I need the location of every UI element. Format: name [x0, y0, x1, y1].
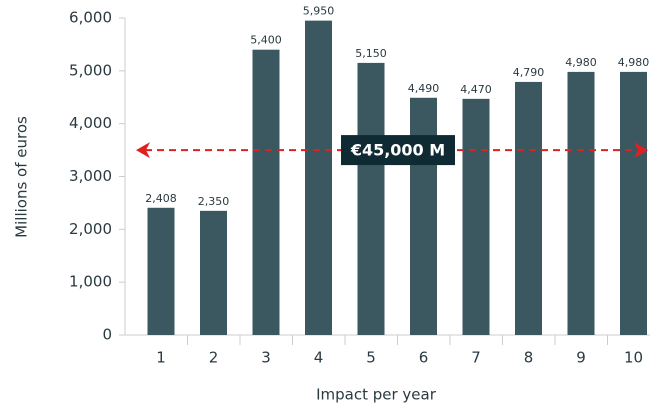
- x-tick-label: 2: [209, 349, 219, 367]
- y-tick-label: 3,000: [69, 167, 112, 185]
- annotation-box: [341, 135, 455, 166]
- y-tick-label: 5,000: [69, 61, 112, 79]
- value-label: 4,490: [408, 82, 440, 95]
- value-label: 4,790: [513, 66, 545, 79]
- x-tick-label: 6: [419, 349, 429, 367]
- y-tick-label: 4,000: [69, 114, 112, 132]
- bar: [147, 207, 175, 335]
- value-label: 4,470: [460, 83, 492, 96]
- bar: [567, 71, 595, 335]
- x-tick-label: 1: [156, 349, 166, 367]
- bar: [305, 20, 332, 336]
- arrow-head: [136, 142, 150, 159]
- x-axis-label: Impact per year: [316, 386, 437, 404]
- y-tick-label: 2,000: [69, 220, 112, 238]
- value-label: 5,150: [355, 47, 387, 60]
- x-tick-label: 4: [314, 349, 324, 367]
- arrow-head: [634, 142, 648, 159]
- bar: [620, 71, 647, 335]
- x-tick-label: 10: [624, 349, 643, 367]
- bar: [357, 62, 385, 336]
- value-label: 4,980: [565, 56, 597, 69]
- bar: [252, 49, 280, 335]
- x-tick-label: 8: [524, 349, 534, 367]
- value-label: 2,350: [198, 195, 230, 208]
- x-tick-label: 7: [471, 349, 481, 367]
- value-label: 2,408: [145, 192, 177, 205]
- annotation-text: €45,000 M: [350, 141, 445, 160]
- value-label: 4,980: [618, 56, 650, 69]
- x-tick-label: 9: [576, 349, 586, 367]
- y-axis-label: Millions of euros: [13, 116, 31, 238]
- x-tick-label: 5: [366, 349, 376, 367]
- bar: [410, 97, 437, 335]
- y-tick-label: 0: [102, 326, 112, 344]
- bar: [462, 98, 490, 336]
- y-tick-label: 1,000: [69, 273, 112, 291]
- bar: [200, 210, 227, 335]
- x-tick-label: 3: [261, 349, 271, 367]
- y-tick-label: 6,000: [69, 9, 112, 27]
- bar: [515, 81, 542, 335]
- value-label: 5,950: [303, 5, 335, 18]
- value-label: 5,400: [250, 34, 282, 47]
